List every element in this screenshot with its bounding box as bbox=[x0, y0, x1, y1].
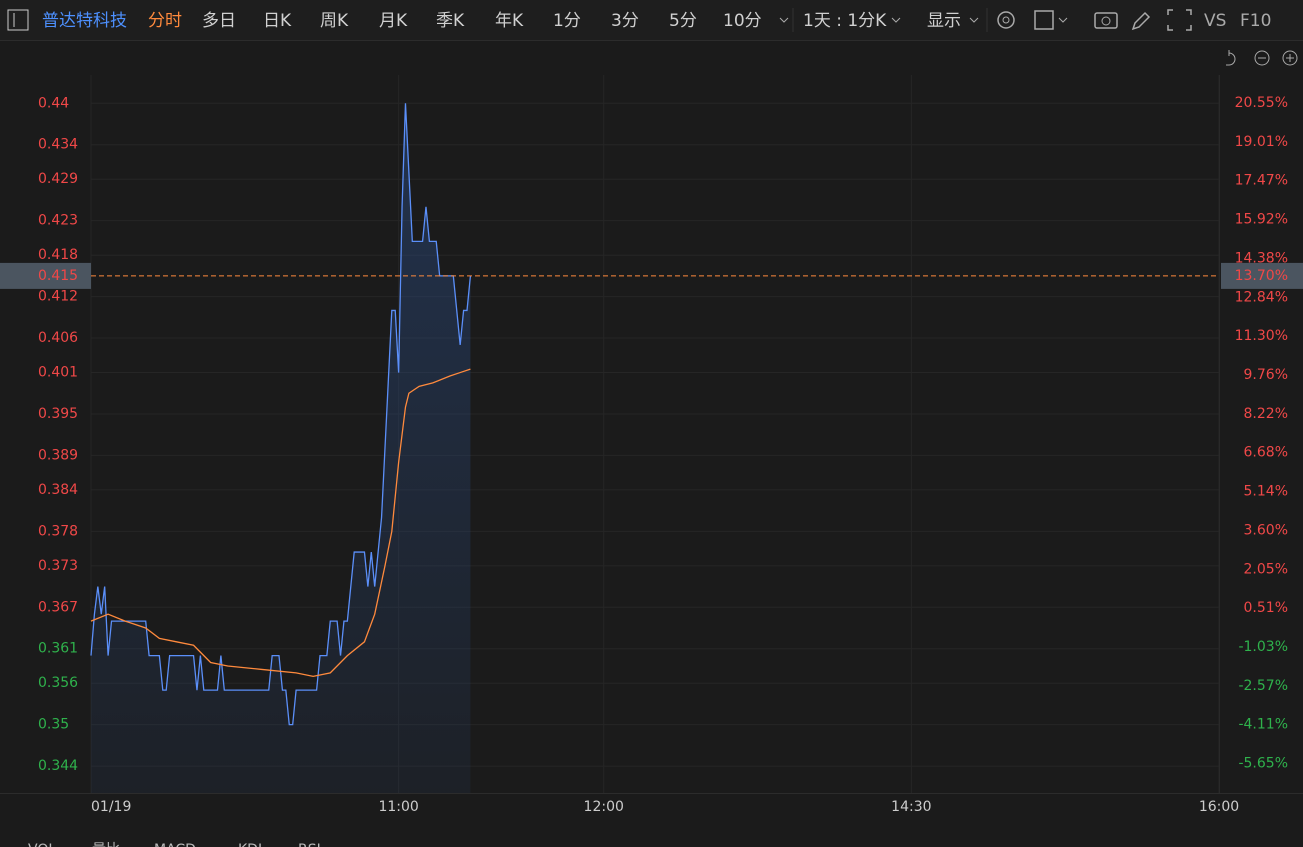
y2-tick-label: 3.60% bbox=[1244, 522, 1288, 538]
y-tick-label: 0.401 bbox=[38, 365, 78, 381]
last-price-box bbox=[0, 262, 91, 289]
period-tab[interactable]: 10分 bbox=[723, 11, 762, 31]
vs-button[interactable]: VS bbox=[1204, 11, 1226, 31]
camera-lens bbox=[1101, 16, 1111, 26]
indicator-tab[interactable]: VOL bbox=[28, 842, 56, 847]
y2-tick-label: -4.11% bbox=[1238, 717, 1288, 733]
y2-tick-label: -2.57% bbox=[1238, 678, 1288, 694]
y2-tick-label: 8.22% bbox=[1244, 406, 1288, 422]
display-select[interactable]: 显示 bbox=[927, 11, 961, 31]
y-tick-label: 0.373 bbox=[38, 558, 78, 574]
price-line bbox=[90, 103, 472, 726]
x-tick-label: 01/19 bbox=[91, 799, 131, 815]
y2-tick-label: 20.55% bbox=[1235, 95, 1288, 111]
chevron bbox=[1058, 17, 1068, 23]
y-tick-label: 0.356 bbox=[38, 675, 78, 691]
grid bbox=[90, 75, 1220, 793]
y2-tick-label: 11.30% bbox=[1235, 328, 1288, 344]
fullscreen-icon[interactable] bbox=[1167, 9, 1192, 31]
settings-icon[interactable] bbox=[997, 11, 1015, 29]
y-tick-label: 0.423 bbox=[38, 213, 78, 229]
chevron bbox=[779, 17, 789, 23]
period-tab[interactable]: 周K bbox=[320, 11, 349, 31]
period-tab[interactable]: 年K bbox=[495, 11, 524, 31]
period-tab[interactable]: 季K bbox=[436, 11, 465, 31]
y2-tick-label: 15.92% bbox=[1235, 212, 1288, 228]
indicator-tab[interactable]: RSI bbox=[298, 842, 321, 847]
y-tick-label: 0.44 bbox=[38, 95, 69, 111]
stock-name[interactable]: 普达特科技 bbox=[42, 11, 127, 31]
period-tab[interactable]: 3分 bbox=[611, 11, 639, 31]
y-tick-label: 0.395 bbox=[38, 406, 78, 422]
y2-tick-label: 2.05% bbox=[1244, 561, 1288, 577]
y-tick-label: 0.35 bbox=[38, 717, 69, 733]
y2-tick-label: -1.03% bbox=[1238, 639, 1288, 655]
average-line bbox=[90, 368, 471, 677]
period-tab[interactable]: 分时 bbox=[148, 11, 182, 31]
last-change-box bbox=[1221, 262, 1303, 289]
y2-tick-label: 5.14% bbox=[1244, 483, 1288, 499]
f10-button[interactable]: F10 bbox=[1240, 11, 1271, 31]
indicator-tab[interactable]: MACD bbox=[154, 842, 196, 847]
y-tick-label: 0.361 bbox=[38, 641, 78, 657]
y-tick-label: 0.367 bbox=[38, 599, 78, 615]
y2-tick-label: -5.65% bbox=[1238, 756, 1288, 772]
zoom-in-icon[interactable] bbox=[1282, 50, 1298, 66]
last-change-label: 13.70% bbox=[1235, 268, 1288, 284]
y-tick-label: 0.429 bbox=[38, 171, 78, 187]
x-tick-label: 16:00 bbox=[1199, 799, 1239, 815]
reset-icon[interactable] bbox=[1226, 50, 1236, 66]
period-tab[interactable]: 1分 bbox=[553, 11, 581, 31]
y-tick-label: 0.389 bbox=[38, 447, 78, 463]
zoom-in-plus bbox=[1286, 54, 1294, 62]
settings-icon-core bbox=[1002, 16, 1010, 24]
y2-tick-label: 6.68% bbox=[1244, 445, 1288, 461]
chevron bbox=[969, 17, 979, 23]
zoom-out-icon[interactable] bbox=[1254, 50, 1270, 66]
x-tick-label: 12:00 bbox=[584, 799, 624, 815]
x-tick-label: 14:30 bbox=[891, 799, 931, 815]
chevron bbox=[891, 17, 901, 23]
y2-tick-label: 17.47% bbox=[1235, 173, 1288, 189]
period-select[interactable]: 1天 : 1分K bbox=[803, 11, 887, 31]
y-tick-label: 0.406 bbox=[38, 330, 78, 346]
y-tick-label: 0.418 bbox=[38, 247, 78, 263]
tabs: 分时 多日 日K 周K 月K 季K 年K 1分 3分 5分 10分 bbox=[148, 11, 762, 31]
draw-icon[interactable] bbox=[1131, 11, 1151, 31]
x-tick-label: 11:00 bbox=[378, 799, 418, 815]
period-tab[interactable]: 日K bbox=[263, 11, 292, 31]
y2-tick-label: 9.76% bbox=[1244, 367, 1288, 383]
camera-icon[interactable] bbox=[1094, 12, 1118, 29]
price-area bbox=[91, 103, 471, 793]
y2-tick-label: 14.38% bbox=[1235, 251, 1288, 267]
period-tab[interactable]: 多日 bbox=[202, 11, 236, 31]
y-tick-label: 0.412 bbox=[38, 289, 78, 305]
indicator-tab[interactable]: KDJ bbox=[238, 842, 262, 847]
layout-icon[interactable] bbox=[1034, 10, 1054, 30]
y-tick-label: 0.434 bbox=[38, 137, 78, 153]
y2-tick-label: 19.01% bbox=[1235, 134, 1288, 150]
y2-tick-label: 0.51% bbox=[1244, 600, 1288, 616]
y-tick-label: 0.384 bbox=[38, 482, 78, 498]
indicator-tab[interactable]: 量比 bbox=[92, 842, 120, 847]
period-tab[interactable]: 月K bbox=[379, 11, 408, 31]
y-tick-label: 0.378 bbox=[38, 523, 78, 539]
sidebar-toggle[interactable] bbox=[7, 9, 29, 31]
y2-tick-label: 12.84% bbox=[1235, 289, 1288, 305]
toolbar-bg bbox=[0, 0, 1303, 40]
y-tick-label: 0.344 bbox=[38, 758, 78, 774]
last-price-label: 0.415 bbox=[38, 268, 78, 284]
period-tab[interactable]: 5分 bbox=[669, 11, 697, 31]
